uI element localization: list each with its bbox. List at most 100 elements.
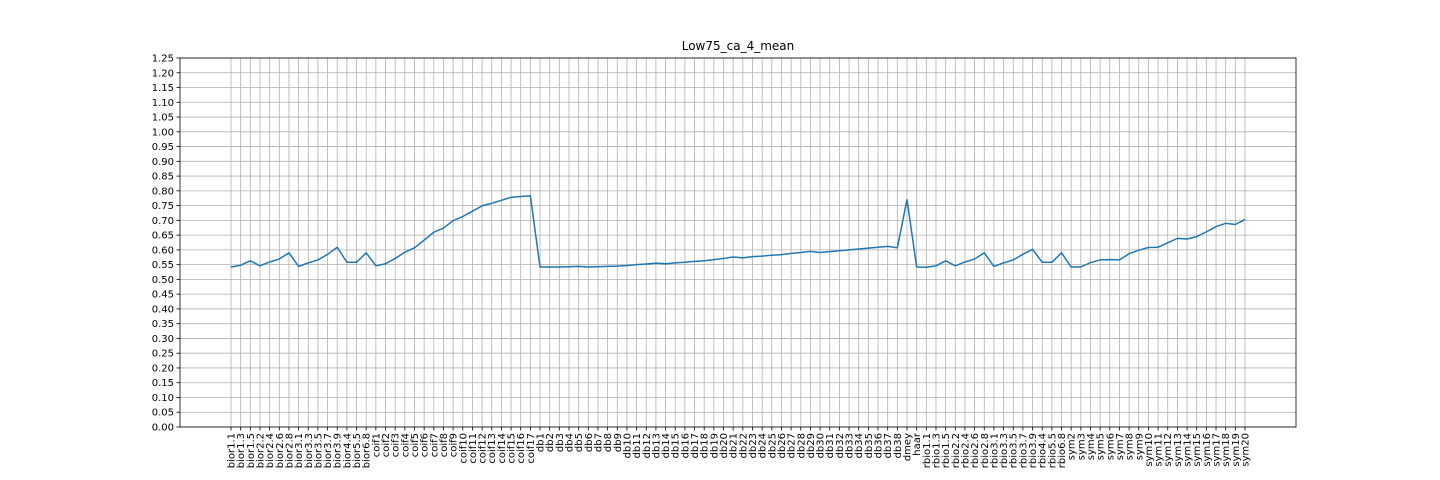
x-tick-label: db35 xyxy=(864,433,875,458)
x-tick-label: db26 xyxy=(777,433,788,458)
x-tick-label: dmey xyxy=(903,433,914,461)
x-tick-label: db6 xyxy=(584,433,595,452)
x-tick-label: coif11 xyxy=(468,433,479,464)
x-tick-label: db25 xyxy=(767,433,778,458)
plot-frame xyxy=(179,57,1297,428)
data-series-line xyxy=(230,195,1246,269)
x-tick-label: db16 xyxy=(680,433,691,458)
x-tick-label: coif8 xyxy=(439,433,450,457)
x-tick-label: sym2 xyxy=(1067,433,1078,460)
y-tick-label: 0.75 xyxy=(152,201,174,212)
x-tick-label: rbio2.8 xyxy=(980,433,991,468)
y-tick-label: 0.70 xyxy=(152,216,174,227)
x-tick-label: rbio1.3 xyxy=(931,433,942,468)
x-tick-label: sym12 xyxy=(1163,433,1174,467)
y-tick-label: 0.90 xyxy=(152,157,174,168)
y-tick-label: 0.15 xyxy=(152,378,174,389)
y-tick-label: 0.55 xyxy=(152,260,174,271)
x-tick-label: rbio3.3 xyxy=(999,433,1010,468)
x-tick-label: coif1 xyxy=(371,433,382,457)
x-tick-label: coif16 xyxy=(516,433,527,464)
x-tick-label: rbio5.5 xyxy=(1047,433,1058,468)
x-tick-label: coif9 xyxy=(449,433,460,457)
x-tick-label: sym20 xyxy=(1241,433,1252,467)
x-tick-label: coif3 xyxy=(391,433,402,457)
x-tick-label: sym14 xyxy=(1183,433,1194,467)
x-tick-label: sym4 xyxy=(1086,433,1097,460)
x-tick-label: rbio4.4 xyxy=(1038,433,1049,468)
y-tick-label: 0.80 xyxy=(152,186,174,197)
x-tick-label: bior3.5 xyxy=(313,433,324,468)
y-tick-label: 1.00 xyxy=(152,127,174,138)
x-tick-label: db21 xyxy=(729,433,740,458)
x-tick-label: sym7 xyxy=(1115,433,1126,460)
x-tick-label: sym11 xyxy=(1154,433,1165,467)
x-tick-label: db22 xyxy=(738,433,749,458)
y-tick-label: 1.15 xyxy=(152,83,174,94)
x-tick-label: bior2.4 xyxy=(265,433,276,468)
x-tick-label: rbio1.1 xyxy=(922,433,933,468)
x-tick-label: sym8 xyxy=(1125,433,1136,460)
series-layer xyxy=(230,195,1246,269)
x-tick-label: bior3.3 xyxy=(304,433,315,468)
y-axis-ticks: 0.00 0.05 0.10 0.15 0.20 0.25 0.30 0.35 0.40 0.45… xyxy=(152,54,180,434)
x-tick-label: rbio6.8 xyxy=(1057,433,1068,468)
x-tick-label: db4 xyxy=(565,433,576,452)
x-tick-label: db14 xyxy=(661,433,672,458)
x-tick-label: db9 xyxy=(613,433,624,452)
chart-title: Low75_ca_4_mean xyxy=(682,39,795,53)
y-tick-label: 0.05 xyxy=(152,408,174,419)
x-tick-label: db11 xyxy=(632,433,643,458)
x-tick-label: sym13 xyxy=(1173,433,1184,467)
x-tick-label: db31 xyxy=(825,433,836,458)
y-tick-label: 0.10 xyxy=(152,393,174,404)
x-tick-label: bior5.5 xyxy=(352,433,363,468)
x-tick-label: coif2 xyxy=(381,433,392,457)
x-tick-label: db34 xyxy=(854,433,865,458)
x-tick-label: bior1.1 xyxy=(227,433,238,468)
x-tick-label: bior6.8 xyxy=(362,433,373,468)
y-tick-label: 0.30 xyxy=(152,334,174,345)
x-tick-label: db37 xyxy=(883,433,894,458)
x-tick-label: rbio2.4 xyxy=(960,433,971,468)
x-tick-label: bior3.7 xyxy=(323,433,334,468)
y-tick-label: 0.20 xyxy=(152,363,174,374)
y-tick-label: 0.95 xyxy=(152,142,174,153)
x-tick-label: coif12 xyxy=(478,433,489,464)
x-tick-label: db17 xyxy=(690,433,701,458)
x-tick-label: sym15 xyxy=(1192,433,1203,467)
x-tick-label: sym6 xyxy=(1105,433,1116,460)
y-tick-label: 1.10 xyxy=(152,98,174,109)
x-tick-label: sym5 xyxy=(1096,433,1107,460)
x-tick-label: coif17 xyxy=(526,433,537,464)
x-tick-label: db18 xyxy=(700,433,711,458)
x-tick-label: db10 xyxy=(622,433,633,458)
x-tick-label: rbio3.9 xyxy=(1028,433,1039,468)
x-tick-label: coif14 xyxy=(497,433,508,464)
x-tick-label: rbio3.1 xyxy=(989,433,1000,468)
grid xyxy=(180,57,1296,428)
y-tick-label: 0.50 xyxy=(152,275,174,286)
x-tick-label: rbio3.7 xyxy=(1018,433,1029,468)
x-tick-label: bior3.9 xyxy=(333,433,344,468)
y-tick-label: 0.65 xyxy=(152,231,174,242)
x-tick-label: bior2.2 xyxy=(255,433,266,468)
x-tick-label: sym9 xyxy=(1134,433,1145,460)
y-tick-label: 0.40 xyxy=(152,304,174,315)
x-tick-label: bior1.5 xyxy=(246,433,257,468)
x-tick-label: db24 xyxy=(758,433,769,458)
x-tick-label: coif13 xyxy=(487,433,498,464)
x-tick-label: sym16 xyxy=(1202,433,1213,467)
x-tick-label: db20 xyxy=(719,433,730,458)
x-tick-label: bior1.3 xyxy=(236,433,247,468)
y-tick-label: 0.25 xyxy=(152,349,174,360)
x-tick-label: db13 xyxy=(651,433,662,458)
x-tick-label: coif5 xyxy=(410,433,421,457)
x-tick-label: haar xyxy=(912,432,923,456)
y-tick-label: 0.85 xyxy=(152,172,174,183)
x-tick-label: sym19 xyxy=(1231,433,1242,467)
x-tick-label: db29 xyxy=(806,433,817,458)
y-tick-label: 1.05 xyxy=(152,113,174,124)
